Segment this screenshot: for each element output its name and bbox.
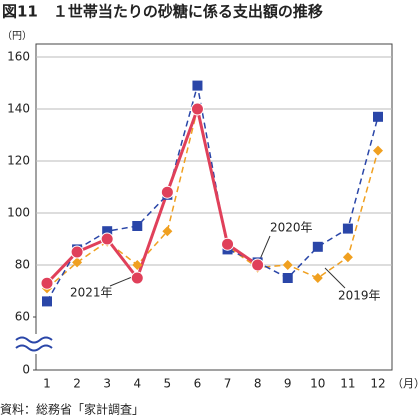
y-tick-label: 0 bbox=[22, 363, 30, 377]
y-tick-label: 120 bbox=[7, 154, 30, 168]
marker bbox=[342, 223, 353, 234]
y-tick-label: 160 bbox=[7, 50, 30, 64]
marker bbox=[40, 276, 54, 290]
series-label: 2020年 bbox=[270, 221, 313, 235]
x-tick-label: 9 bbox=[284, 377, 292, 391]
x-tick-label: 10 bbox=[310, 377, 325, 391]
series-label: 2021年 bbox=[70, 286, 113, 300]
marker bbox=[130, 271, 144, 285]
axis-break bbox=[14, 334, 54, 354]
x-tick-label: 8 bbox=[254, 377, 262, 391]
marker bbox=[132, 260, 143, 270]
marker bbox=[373, 111, 383, 122]
marker bbox=[312, 273, 323, 283]
marker bbox=[42, 296, 52, 307]
marker bbox=[282, 260, 293, 270]
marker bbox=[70, 245, 84, 259]
y-tick-label: 140 bbox=[7, 102, 30, 116]
marker bbox=[192, 80, 203, 91]
series-label: 2019年 bbox=[338, 289, 381, 303]
chart-title: 図11 １世帯当たりの砂糖に係る支出額の推移 bbox=[2, 3, 323, 21]
y-tick-label: 80 bbox=[15, 258, 30, 272]
marker bbox=[221, 237, 235, 251]
marker bbox=[160, 185, 174, 199]
x-tick-label: 3 bbox=[103, 377, 111, 391]
y-tick-label: 60 bbox=[15, 310, 30, 324]
marker bbox=[162, 226, 173, 237]
source: 資料：総務省「家計調査」 bbox=[0, 402, 144, 417]
x-tick-label: 6 bbox=[194, 377, 202, 391]
marker bbox=[72, 257, 83, 268]
marker bbox=[132, 221, 143, 231]
marker bbox=[373, 145, 383, 156]
marker bbox=[342, 252, 353, 263]
x-tick-label: 1 bbox=[43, 377, 51, 391]
marker bbox=[102, 226, 113, 237]
marker bbox=[282, 273, 293, 283]
marker bbox=[251, 258, 265, 272]
marker bbox=[312, 241, 323, 252]
x-tick-label: 7 bbox=[224, 377, 232, 391]
x-tick-label: 12 bbox=[370, 377, 385, 391]
y-unit: （円） bbox=[2, 30, 32, 42]
x-tick-label: 5 bbox=[164, 377, 172, 391]
series-line bbox=[46, 108, 379, 289]
x-tick-label: 2 bbox=[73, 377, 81, 391]
x-tick-label: 4 bbox=[133, 377, 141, 391]
marker bbox=[190, 102, 204, 116]
x-tick-label: 11 bbox=[340, 377, 355, 391]
series-line bbox=[46, 85, 379, 302]
x-unit: （月） bbox=[392, 377, 420, 390]
plot-frame bbox=[35, 43, 393, 371]
marker bbox=[100, 232, 114, 246]
y-tick-label: 100 bbox=[7, 206, 30, 220]
